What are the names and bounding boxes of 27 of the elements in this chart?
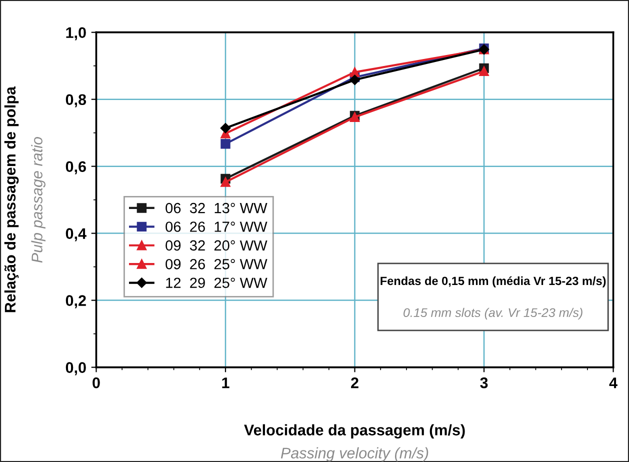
y-tick-label: 0,0	[66, 362, 86, 376]
legend-label: 09 32 20° WW	[166, 240, 268, 251]
x-tick-label: 0	[92, 377, 100, 388]
y-tick-label: 0,6	[66, 161, 86, 174]
point	[220, 123, 231, 134]
legend-label: 12 29 25° WW	[166, 278, 268, 288]
annotation: Fendas de 0,15 mm (média Vr 15-23 m/s)	[380, 276, 606, 288]
text: Passing velocity (m/s)	[280, 447, 428, 462]
point	[220, 177, 230, 187]
y-tick-label: 0,4	[66, 228, 86, 242]
y-tick-label: 0,8	[66, 94, 86, 108]
legend-label: 09 26 25° WW	[166, 258, 268, 270]
x-tick-label: 3	[480, 377, 488, 388]
y-tick-label: 1,0	[66, 27, 86, 40]
point	[350, 74, 360, 86]
point	[220, 139, 230, 149]
y-axis-title: Relação de passagem de polpa	[4, 86, 19, 312]
text: Pulp passage ratio	[31, 137, 46, 263]
x-tick-label: 2	[351, 377, 358, 388]
legend-label: 06 26 17° WW	[166, 222, 268, 232]
annotation: 0.15 mm slots (av. Vr 15-23 m/s)	[404, 308, 582, 320]
x-tick-label: 1	[222, 378, 230, 388]
x-tick-label: 4	[609, 378, 618, 388]
y-tick-label: 0,2	[66, 295, 86, 308]
x-axis-title: Velocidade da passagem (m/s)	[244, 424, 465, 439]
legend-label: 06 32 13° WW	[166, 202, 268, 214]
point	[479, 66, 489, 76]
